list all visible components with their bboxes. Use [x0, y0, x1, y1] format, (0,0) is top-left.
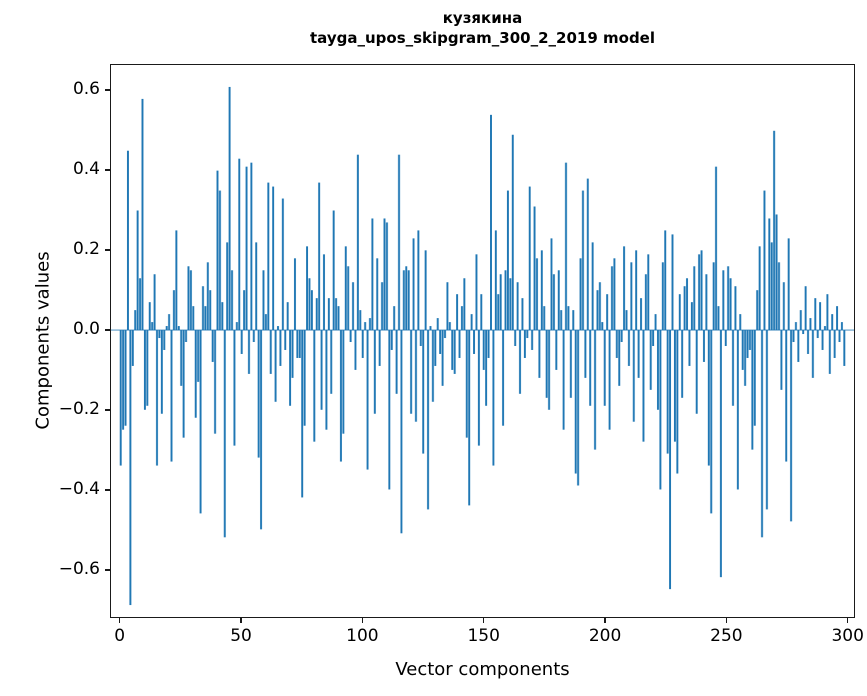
- x-tick-label: 150: [467, 626, 500, 646]
- y-tick-label: 0.0: [72, 319, 100, 339]
- x-tick-label: 0: [114, 626, 126, 646]
- y-tick-mark: [105, 409, 110, 411]
- y-tick-label: −0.2: [58, 399, 100, 419]
- y-tick-label: −0.6: [58, 559, 100, 579]
- y-tick-label: 0.6: [72, 79, 100, 99]
- y-tick-label: 0.4: [72, 159, 100, 179]
- x-tick-mark: [361, 618, 363, 623]
- chart-title-line-1: кузякина: [442, 9, 523, 27]
- x-tick-label: 300: [831, 626, 864, 646]
- x-axis-label: Vector components: [395, 659, 570, 680]
- y-axis-label: Components values: [32, 251, 54, 430]
- y-tick-mark: [105, 89, 110, 91]
- x-tick-mark: [119, 618, 121, 623]
- y-tick-label: 0.2: [72, 239, 100, 259]
- chart-title: кузякина tayga_upos_skipgram_300_2_2019 …: [110, 8, 855, 49]
- x-tick-mark: [604, 618, 606, 623]
- y-tick-label: −0.4: [58, 479, 100, 499]
- x-tick-mark: [483, 618, 485, 623]
- x-tick-label: 250: [710, 626, 743, 646]
- x-tick-label: 50: [230, 626, 252, 646]
- plot-area: [110, 64, 855, 618]
- x-tick-mark: [240, 618, 242, 623]
- x-tick-mark: [725, 618, 727, 623]
- y-tick-mark: [105, 489, 110, 491]
- bar-series-canvas: [111, 65, 854, 617]
- x-tick-label: 200: [588, 626, 622, 646]
- y-tick-mark: [105, 329, 110, 331]
- chart-title-line-2: tayga_upos_skipgram_300_2_2019 model: [310, 29, 655, 48]
- x-tick-mark: [847, 618, 849, 623]
- y-tick-mark: [105, 249, 110, 251]
- y-tick-mark: [105, 569, 110, 571]
- x-tick-label: 100: [346, 626, 379, 646]
- y-tick-mark: [105, 169, 110, 171]
